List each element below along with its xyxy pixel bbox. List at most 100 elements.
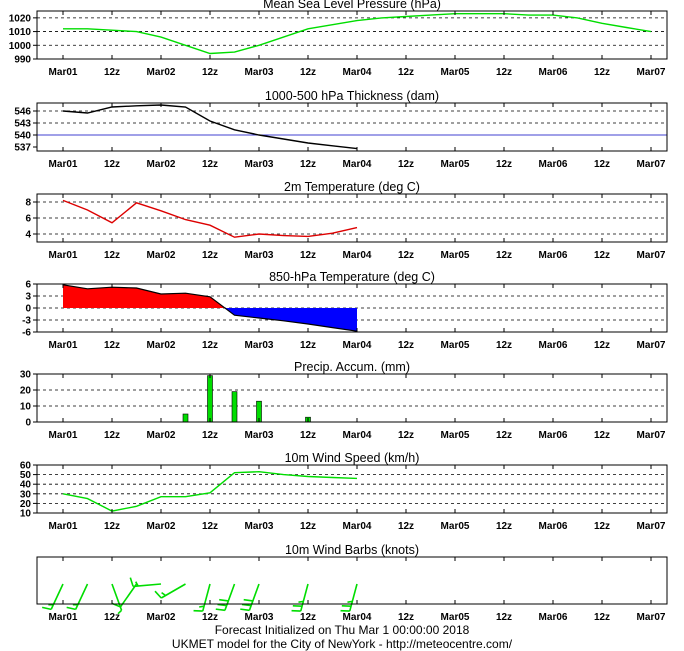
- panel-t2m: 2m Temperature (deg C) 4 6 8 Mar01 12z Mar02 12…: [25, 180, 668, 261]
- barb-staff: [119, 583, 138, 608]
- panel-barbs: 10m Wind Barbs (knots) Mar01 12z Mar02 12z Ma…: [36, 543, 668, 623]
- barb-feather: [240, 608, 250, 612]
- chart-title: 10m Wind Barbs (knots): [285, 543, 419, 557]
- x-tick-label: Mar07: [637, 430, 666, 441]
- x-tick-label: 12z: [300, 67, 316, 78]
- x-tick-label: Mar06: [539, 67, 568, 78]
- y-tick-label: 8: [25, 198, 31, 209]
- x-tick-label: Mar01: [49, 340, 78, 351]
- x-tick-label: 12z: [300, 340, 316, 351]
- chart-title: 10m Wind Speed (km/h): [285, 451, 420, 465]
- x-tick-label: 12z: [496, 67, 512, 78]
- x-tick-label: 12z: [202, 250, 218, 261]
- x-tick-label: Mar04: [343, 521, 372, 532]
- x-tick-label: 12z: [104, 612, 120, 623]
- x-tick-label: 12z: [594, 612, 610, 623]
- x-tick-label: 12z: [594, 67, 610, 78]
- x-tick-label: 12z: [398, 250, 414, 261]
- barb-feather: [347, 600, 353, 603]
- x-tick-label: 12z: [496, 521, 512, 532]
- x-tick-label: Mar03: [245, 159, 274, 170]
- x-tick-label: 12z: [300, 159, 316, 170]
- x-tick-label: Mar04: [343, 250, 372, 261]
- x-tick-label: 12z: [496, 250, 512, 261]
- x-tick-label: 12z: [104, 67, 120, 78]
- x-tick-label: Mar01: [49, 521, 78, 532]
- y-tick-label: 30: [20, 370, 32, 381]
- x-tick-label: 12z: [398, 612, 414, 623]
- y-tick-label: 6: [25, 214, 31, 225]
- x-tick-label: Mar06: [539, 521, 568, 532]
- x-tick-label: Mar03: [245, 67, 274, 78]
- x-tick-label: Mar02: [147, 250, 176, 261]
- barb-feather: [215, 608, 226, 612]
- series-line: [62, 470, 358, 512]
- x-tick-label: 12z: [594, 340, 610, 351]
- wind-barb: [66, 583, 89, 611]
- x-tick-label: Mar05: [441, 67, 470, 78]
- y-tick-label: 540: [14, 131, 31, 142]
- series-line: [62, 104, 358, 150]
- x-tick-label: Mar06: [539, 250, 568, 261]
- y-tick-label: 546: [14, 107, 31, 118]
- forecast-init-text: Forecast Initialized on Thu Mar 1 00:00:…: [214, 623, 470, 637]
- x-tick-label: 12z: [104, 521, 120, 532]
- x-tick-label: Mar07: [637, 612, 666, 623]
- plot-frame: [36, 464, 668, 514]
- barb-feather: [217, 603, 227, 607]
- barb-feather: [199, 605, 205, 608]
- x-tick-label: Mar05: [441, 430, 470, 441]
- x-tick-label: Mar01: [49, 250, 78, 261]
- x-tick-label: 12z: [496, 430, 512, 441]
- x-tick-label: 12z: [104, 250, 120, 261]
- y-tick-label: 1020: [9, 13, 32, 24]
- x-tick-label: 12z: [398, 159, 414, 170]
- chart-title: 1000-500 hPa Thickness (dam): [265, 89, 439, 103]
- x-tick-label: Mar02: [147, 159, 176, 170]
- x-tick-label: 12z: [104, 340, 120, 351]
- x-tick-label: Mar06: [539, 159, 568, 170]
- series-line: [63, 12, 652, 55]
- x-tick-label: Mar04: [343, 430, 372, 441]
- x-tick-label: Mar03: [245, 612, 274, 623]
- series-line: [62, 199, 358, 238]
- wind-barb: [41, 583, 64, 611]
- x-tick-label: 12z: [496, 340, 512, 351]
- y-tick-label: 1010: [9, 27, 32, 38]
- x-tick-label: 12z: [202, 521, 218, 532]
- wind-barb: [154, 583, 186, 599]
- x-tick-label: Mar02: [147, 521, 176, 532]
- x-tick-label: 12z: [496, 159, 512, 170]
- x-tick-label: Mar03: [245, 250, 274, 261]
- x-tick-label: Mar07: [637, 521, 666, 532]
- x-tick-label: 12z: [202, 340, 218, 351]
- y-tick-label: 3: [25, 292, 31, 303]
- x-tick-label: 12z: [202, 430, 218, 441]
- y-tick-label: 10: [20, 509, 32, 520]
- barb-feather: [219, 598, 229, 602]
- x-tick-label: Mar05: [441, 159, 470, 170]
- y-tick-label: 0: [25, 304, 31, 315]
- wind-barb: [111, 583, 123, 615]
- y-tick-label: 6: [25, 280, 31, 291]
- x-tick-label: 12z: [300, 250, 316, 261]
- y-tick-label: 20: [20, 386, 32, 397]
- y-tick-label: 20: [20, 499, 32, 510]
- model-source-text: UKMET model for the City of NewYork - ht…: [171, 637, 513, 651]
- barb-feather: [241, 603, 252, 607]
- x-tick-label: Mar01: [49, 67, 78, 78]
- x-tick-label: 12z: [202, 612, 218, 623]
- x-tick-label: 12z: [300, 612, 316, 623]
- y-tick-label: 990: [14, 55, 31, 66]
- x-tick-label: 12z: [104, 159, 120, 170]
- x-tick-label: Mar07: [637, 67, 666, 78]
- x-tick-label: 12z: [398, 67, 414, 78]
- y-tick-label: 0: [25, 418, 31, 429]
- x-tick-label: Mar06: [539, 430, 568, 441]
- x-tick-label: Mar04: [343, 340, 372, 351]
- y-tick-label: -3: [22, 316, 31, 327]
- x-tick-label: 12z: [398, 340, 414, 351]
- y-tick-label: 50: [20, 470, 32, 481]
- precip-bar: [207, 375, 213, 423]
